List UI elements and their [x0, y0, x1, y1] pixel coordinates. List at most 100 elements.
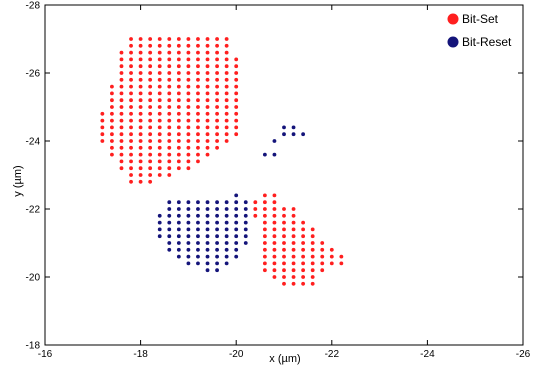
data-point-bit-set — [291, 268, 296, 273]
data-point-bit-set — [138, 37, 143, 41]
data-point-bit-reset — [205, 200, 210, 205]
data-point-bit-set — [186, 111, 191, 116]
data-point-bit-set — [129, 118, 133, 123]
data-point-bit-set — [215, 84, 219, 89]
data-point-bit-set — [148, 91, 153, 96]
data-point-bit-set — [119, 118, 124, 123]
data-point-bit-set — [129, 166, 133, 171]
y-tick-label: -18 — [26, 341, 41, 352]
data-point-bit-set — [196, 77, 200, 82]
data-point-bit-set — [224, 132, 229, 137]
data-point-bit-set — [138, 91, 143, 96]
data-point-bit-set — [215, 77, 219, 82]
data-point-bit-set — [301, 247, 306, 252]
data-point-bit-set — [176, 166, 181, 171]
data-point-bit-set — [291, 213, 296, 218]
data-point-bit-set — [262, 254, 267, 259]
data-point-bit-set — [186, 152, 191, 157]
data-point-bit-set — [148, 111, 153, 116]
y-tick-label: -20 — [26, 273, 41, 284]
data-point-bit-set — [100, 118, 105, 123]
data-point-bit-set — [167, 125, 172, 130]
data-point-bit-set — [157, 64, 162, 69]
data-point-bit-set — [196, 64, 200, 69]
data-point-bit-reset — [196, 261, 200, 266]
data-point-bit-reset — [234, 254, 239, 259]
data-point-bit-set — [186, 64, 191, 69]
data-point-bit-reset — [157, 220, 162, 225]
data-point-bit-reset — [215, 261, 219, 266]
data-point-bit-set — [262, 268, 267, 273]
data-point-bit-set — [129, 111, 133, 116]
data-point-bit-reset — [215, 213, 219, 218]
data-point-bit-set — [205, 43, 210, 48]
legend-marker-bit-set — [447, 13, 459, 25]
data-point-bit-set — [129, 159, 133, 164]
data-point-bit-reset — [224, 220, 229, 225]
data-point-bit-reset — [215, 200, 219, 205]
data-point-bit-set — [224, 43, 229, 48]
data-point-bit-set — [129, 139, 133, 143]
data-point-bit-reset — [215, 220, 219, 225]
data-point-bit-set — [167, 132, 172, 137]
data-point-bit-set — [157, 132, 162, 137]
data-point-bit-set — [262, 234, 267, 239]
data-point-bit-set — [157, 111, 162, 116]
data-point-bit-set — [215, 125, 219, 130]
data-point-bit-set — [157, 77, 162, 82]
data-point-bit-reset — [167, 227, 172, 232]
data-point-bit-set — [320, 241, 325, 245]
data-point-bit-set — [234, 77, 239, 82]
data-point-bit-set — [196, 139, 200, 143]
data-point-bit-set — [110, 125, 114, 130]
data-point-bit-set — [301, 254, 306, 259]
data-point-bit-set — [320, 261, 325, 266]
data-point-bit-set — [157, 37, 162, 41]
data-point-bit-reset — [243, 220, 248, 225]
data-point-bit-set — [320, 247, 325, 252]
data-point-bit-set — [167, 111, 172, 116]
data-point-bit-set — [119, 145, 124, 150]
data-point-bit-set — [119, 152, 124, 157]
data-point-bit-set — [291, 261, 296, 266]
data-point-bit-set — [167, 173, 172, 177]
data-point-bit-set — [301, 241, 306, 245]
data-point-bit-set — [157, 118, 162, 123]
data-point-bit-set — [129, 43, 133, 48]
data-point-bit-set — [167, 50, 172, 55]
data-point-bit-set — [215, 50, 219, 55]
data-point-bit-set — [148, 98, 153, 103]
data-point-bit-set — [282, 261, 286, 266]
data-point-bit-set — [138, 64, 143, 69]
data-point-bit-set — [215, 105, 219, 109]
data-points — [100, 37, 344, 286]
data-point-bit-set — [129, 57, 133, 62]
data-point-bit-set — [224, 139, 229, 143]
data-point-bit-set — [167, 91, 172, 96]
data-point-bit-set — [262, 207, 267, 211]
data-point-bit-set — [157, 159, 162, 164]
data-point-bit-set — [148, 105, 153, 109]
data-point-bit-reset — [186, 241, 191, 245]
data-point-bit-set — [176, 50, 181, 55]
data-point-bit-set — [196, 145, 200, 150]
data-point-bit-set — [196, 125, 200, 130]
data-point-bit-reset — [186, 213, 191, 218]
data-point-bit-set — [205, 57, 210, 62]
data-point-bit-set — [138, 166, 143, 171]
data-point-bit-set — [119, 166, 124, 171]
data-point-bit-set — [205, 125, 210, 130]
data-point-bit-reset — [176, 220, 181, 225]
data-point-bit-reset — [196, 220, 200, 225]
data-point-bit-set — [157, 152, 162, 157]
data-point-bit-set — [196, 152, 200, 157]
data-point-bit-reset — [234, 207, 239, 211]
data-point-bit-set — [205, 152, 210, 157]
data-point-bit-reset — [224, 213, 229, 218]
data-point-bit-set — [291, 247, 296, 252]
data-point-bit-reset — [205, 234, 210, 239]
data-point-bit-reset — [205, 213, 210, 218]
data-point-bit-reset — [167, 247, 172, 252]
data-point-bit-set — [196, 105, 200, 109]
data-point-bit-set — [129, 105, 133, 109]
